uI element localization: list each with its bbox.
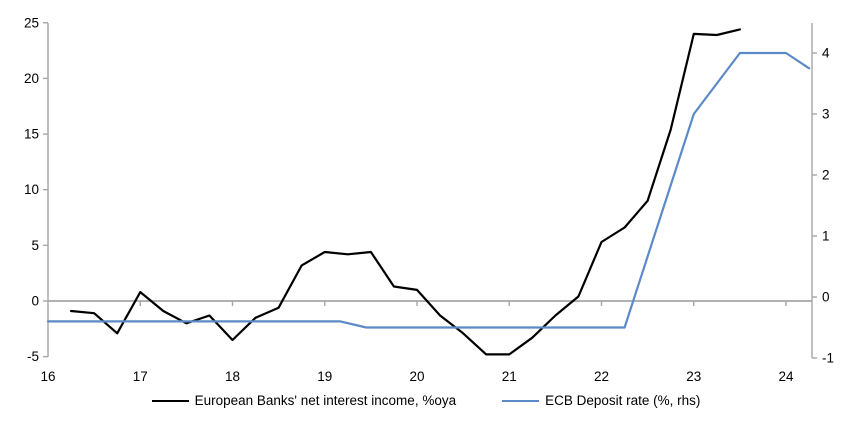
european-banks-nii-line xyxy=(69,28,742,356)
right-axis-tick-label: -1 xyxy=(822,351,834,366)
ecb-deposit-rate-line xyxy=(46,51,811,329)
x-axis-tick-label: 23 xyxy=(686,369,701,384)
right-axis-tick-label: 2 xyxy=(822,168,830,183)
x-axis-tick-label: 22 xyxy=(594,369,609,384)
x-axis-tick-label: 20 xyxy=(409,369,424,384)
right-axis-tick-label: 1 xyxy=(822,229,830,244)
x-axis-tick-label: 19 xyxy=(317,369,332,384)
x-axis-tick-label: 18 xyxy=(225,369,240,384)
x-axis-tick-label: 17 xyxy=(133,369,148,384)
x-axis-tick-label: 16 xyxy=(40,369,55,384)
legend: European Banks' net interest income, %oy… xyxy=(0,393,852,408)
left-axis-tick-label: -5 xyxy=(27,349,39,364)
right-axis-tick-label: 4 xyxy=(822,46,830,61)
ecb-deposit-rate-line-swatch xyxy=(502,399,540,402)
left-axis-tick-label: 10 xyxy=(24,182,39,197)
legend-item-ecb-deposit-rate: ECB Deposit rate (%, rhs) xyxy=(502,393,700,408)
legend-label-nii: European Banks' net interest income, %oy… xyxy=(194,393,457,408)
left-axis-tick-label: 5 xyxy=(31,238,39,253)
x-axis-tick-label: 21 xyxy=(502,369,517,384)
left-axis-tick-label: 25 xyxy=(24,15,39,30)
legend-item-nii: European Banks' net interest income, %oy… xyxy=(151,393,457,408)
nii-line-swatch xyxy=(151,399,189,402)
right-axis-tick-label: 0 xyxy=(822,290,830,305)
right-axis-tick-label: 3 xyxy=(822,107,830,122)
legend-label-ecb-deposit-rate: ECB Deposit rate (%, rhs) xyxy=(545,393,701,408)
x-axis-tick-label: 24 xyxy=(778,369,794,384)
left-axis-tick-label: 20 xyxy=(24,71,39,86)
left-axis-tick-label: 0 xyxy=(31,294,39,309)
left-axis-tick-label: 15 xyxy=(24,127,39,142)
